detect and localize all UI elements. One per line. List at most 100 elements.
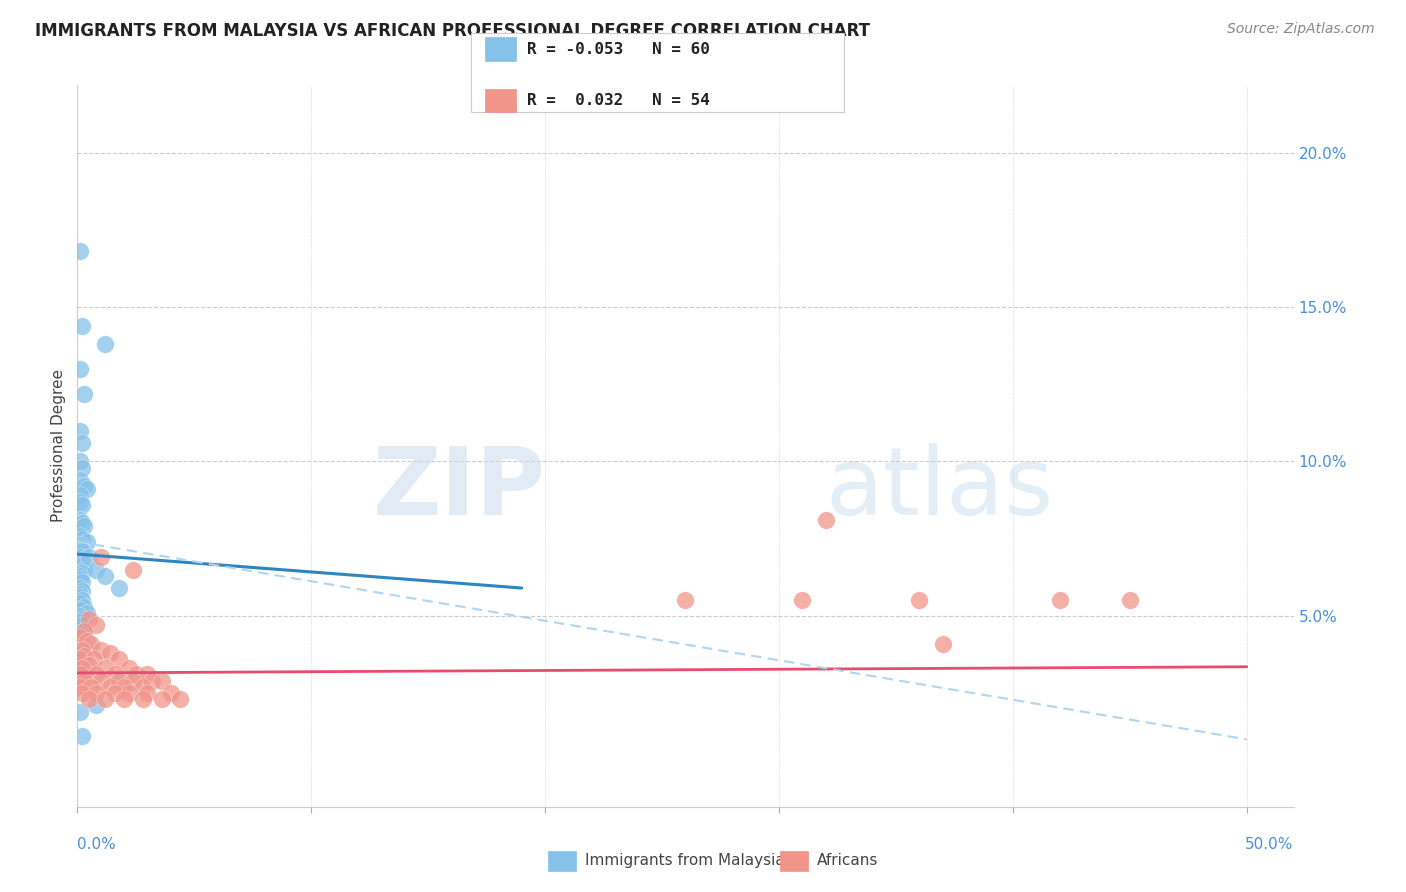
Point bbox=[77, 658, 100, 673]
Point bbox=[69, 424, 91, 438]
Point bbox=[76, 606, 98, 620]
Point bbox=[69, 488, 91, 502]
Point bbox=[136, 686, 159, 700]
Point bbox=[112, 692, 135, 706]
Point bbox=[70, 544, 93, 558]
Text: R = -0.053   N = 60: R = -0.053 N = 60 bbox=[527, 42, 710, 56]
Point bbox=[76, 633, 98, 648]
Point bbox=[73, 599, 96, 614]
Point bbox=[136, 667, 159, 681]
Point bbox=[104, 667, 127, 681]
Point bbox=[69, 538, 91, 552]
Point bbox=[77, 550, 100, 565]
Point bbox=[69, 637, 91, 651]
Point bbox=[76, 534, 98, 549]
Point bbox=[70, 584, 93, 599]
Point bbox=[118, 661, 141, 675]
Point bbox=[84, 618, 107, 632]
Point bbox=[69, 244, 91, 259]
Point bbox=[69, 550, 91, 565]
Text: R =  0.032   N = 54: R = 0.032 N = 54 bbox=[527, 94, 710, 108]
Point bbox=[70, 436, 93, 450]
Point bbox=[69, 602, 91, 616]
Text: Source: ZipAtlas.com: Source: ZipAtlas.com bbox=[1227, 22, 1375, 37]
Point bbox=[69, 631, 91, 645]
Point bbox=[70, 553, 93, 567]
Point bbox=[69, 581, 91, 595]
Point bbox=[90, 642, 112, 657]
Point bbox=[90, 550, 112, 565]
Point bbox=[73, 624, 96, 639]
Point bbox=[73, 562, 96, 576]
Point bbox=[98, 680, 121, 694]
Y-axis label: Professional Degree: Professional Degree bbox=[51, 369, 66, 523]
Point bbox=[76, 482, 98, 496]
Point bbox=[70, 532, 93, 546]
Point bbox=[94, 568, 117, 582]
Point bbox=[77, 692, 100, 706]
Point bbox=[931, 637, 953, 651]
Point bbox=[69, 652, 91, 666]
Point bbox=[132, 692, 155, 706]
Point bbox=[77, 612, 100, 626]
Point bbox=[69, 705, 91, 719]
Point bbox=[70, 658, 93, 673]
Point bbox=[94, 337, 117, 351]
Point bbox=[70, 661, 93, 675]
Point bbox=[122, 673, 145, 688]
Point bbox=[112, 680, 135, 694]
Point bbox=[69, 680, 91, 694]
Point bbox=[69, 591, 91, 605]
Point bbox=[90, 673, 112, 688]
Point bbox=[94, 692, 117, 706]
Point bbox=[69, 494, 91, 508]
Point bbox=[69, 541, 91, 555]
Point bbox=[125, 667, 148, 681]
Point bbox=[70, 686, 93, 700]
Point bbox=[141, 673, 163, 688]
Point bbox=[814, 513, 837, 527]
Point bbox=[73, 667, 96, 681]
Point bbox=[73, 624, 96, 639]
Point bbox=[80, 680, 103, 694]
Point bbox=[73, 479, 96, 493]
Point bbox=[132, 680, 155, 694]
Point bbox=[108, 652, 131, 666]
Point bbox=[73, 648, 96, 663]
Point bbox=[70, 642, 93, 657]
Text: Immigrants from Malaysia: Immigrants from Malaysia bbox=[585, 854, 785, 868]
Point bbox=[150, 673, 173, 688]
Point bbox=[69, 608, 91, 623]
Point bbox=[84, 562, 107, 576]
Point bbox=[70, 498, 93, 512]
Point bbox=[70, 729, 93, 743]
Point bbox=[169, 692, 191, 706]
Point bbox=[792, 593, 814, 607]
Text: Africans: Africans bbox=[817, 854, 879, 868]
Point bbox=[84, 667, 107, 681]
Text: ZIP: ZIP bbox=[373, 443, 546, 535]
Point bbox=[1049, 593, 1071, 607]
Point bbox=[69, 572, 91, 586]
Point bbox=[69, 667, 91, 681]
Point bbox=[69, 473, 91, 487]
Point bbox=[118, 686, 141, 700]
Text: 0.0%: 0.0% bbox=[77, 837, 117, 852]
Point bbox=[69, 652, 91, 666]
Point bbox=[84, 686, 107, 700]
Point bbox=[69, 361, 91, 376]
Point bbox=[84, 698, 107, 713]
Point bbox=[108, 581, 131, 595]
Point bbox=[80, 637, 103, 651]
Point bbox=[70, 618, 93, 632]
Point bbox=[69, 597, 91, 611]
Point bbox=[70, 566, 93, 580]
Point bbox=[69, 568, 91, 582]
Point bbox=[70, 318, 93, 333]
Point bbox=[94, 661, 117, 675]
Point bbox=[70, 574, 93, 589]
Point bbox=[73, 673, 96, 688]
Point bbox=[104, 686, 127, 700]
Point bbox=[70, 612, 93, 626]
Point bbox=[69, 587, 91, 601]
